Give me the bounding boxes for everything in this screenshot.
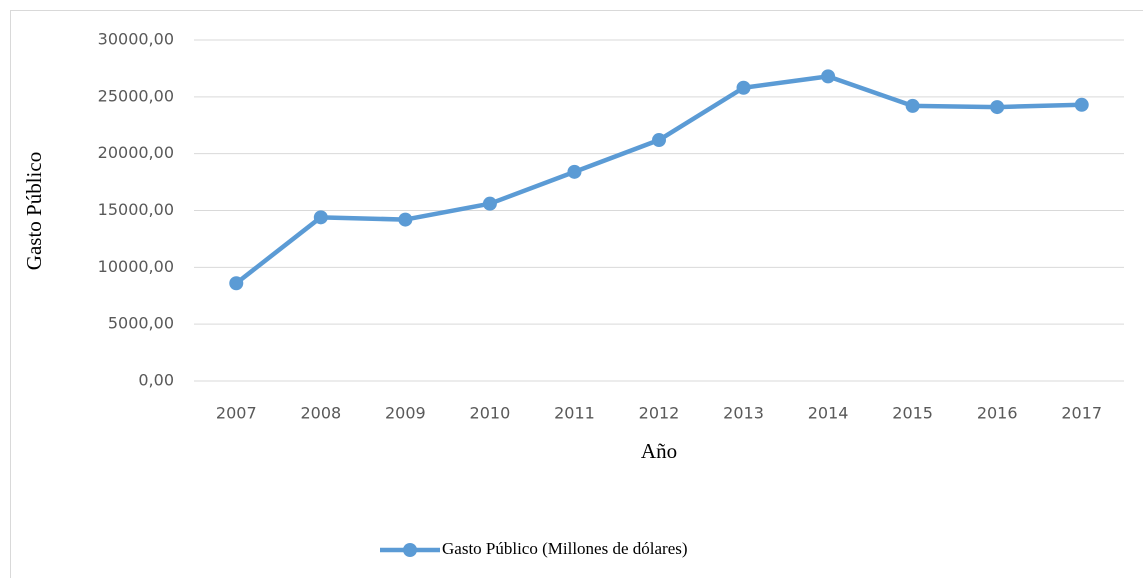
- y-tick-label: 25000,00: [98, 86, 174, 105]
- y-tick-label: 5000,00: [108, 314, 174, 333]
- y-tick-label: 30000,00: [98, 30, 174, 49]
- x-tick-label: 2012: [639, 404, 680, 423]
- x-tick-label: 2011: [554, 404, 595, 423]
- data-point: [482, 196, 497, 211]
- x-tick-label: 2017: [1061, 404, 1102, 423]
- x-tick-label: 2016: [977, 404, 1018, 423]
- x-tick-label: 2015: [892, 404, 933, 423]
- x-tick-label: 2008: [300, 404, 341, 423]
- data-point: [652, 133, 666, 148]
- data-point: [821, 69, 836, 84]
- data-point: [990, 100, 1005, 115]
- y-tick-label: 15000,00: [98, 200, 174, 219]
- y-tick-label: 10000,00: [98, 257, 174, 276]
- data-point: [567, 164, 582, 179]
- data-point: [398, 212, 413, 227]
- y-tick-label: 20000,00: [98, 143, 174, 162]
- chart-border: [10, 10, 1143, 578]
- y-tick-label: 0,00: [138, 371, 174, 390]
- x-tick-label: 2010: [470, 404, 511, 423]
- legend-marker: [403, 543, 417, 557]
- data-point: [736, 80, 751, 95]
- data-point: [905, 98, 920, 113]
- data-point: [1074, 97, 1089, 112]
- legend-label: Gasto Público (Millones de dólares): [442, 539, 688, 558]
- x-tick-label: 2009: [385, 404, 426, 423]
- x-tick-label: 2014: [808, 404, 849, 423]
- x-axis-title: Año: [641, 439, 677, 463]
- x-tick-label: 2013: [723, 404, 764, 423]
- y-axis-title: Gasto Público: [22, 152, 46, 270]
- x-tick-label: 2007: [216, 404, 257, 423]
- series-line: [234, 74, 1082, 286]
- data-point: [229, 276, 244, 291]
- data-point: [313, 210, 328, 225]
